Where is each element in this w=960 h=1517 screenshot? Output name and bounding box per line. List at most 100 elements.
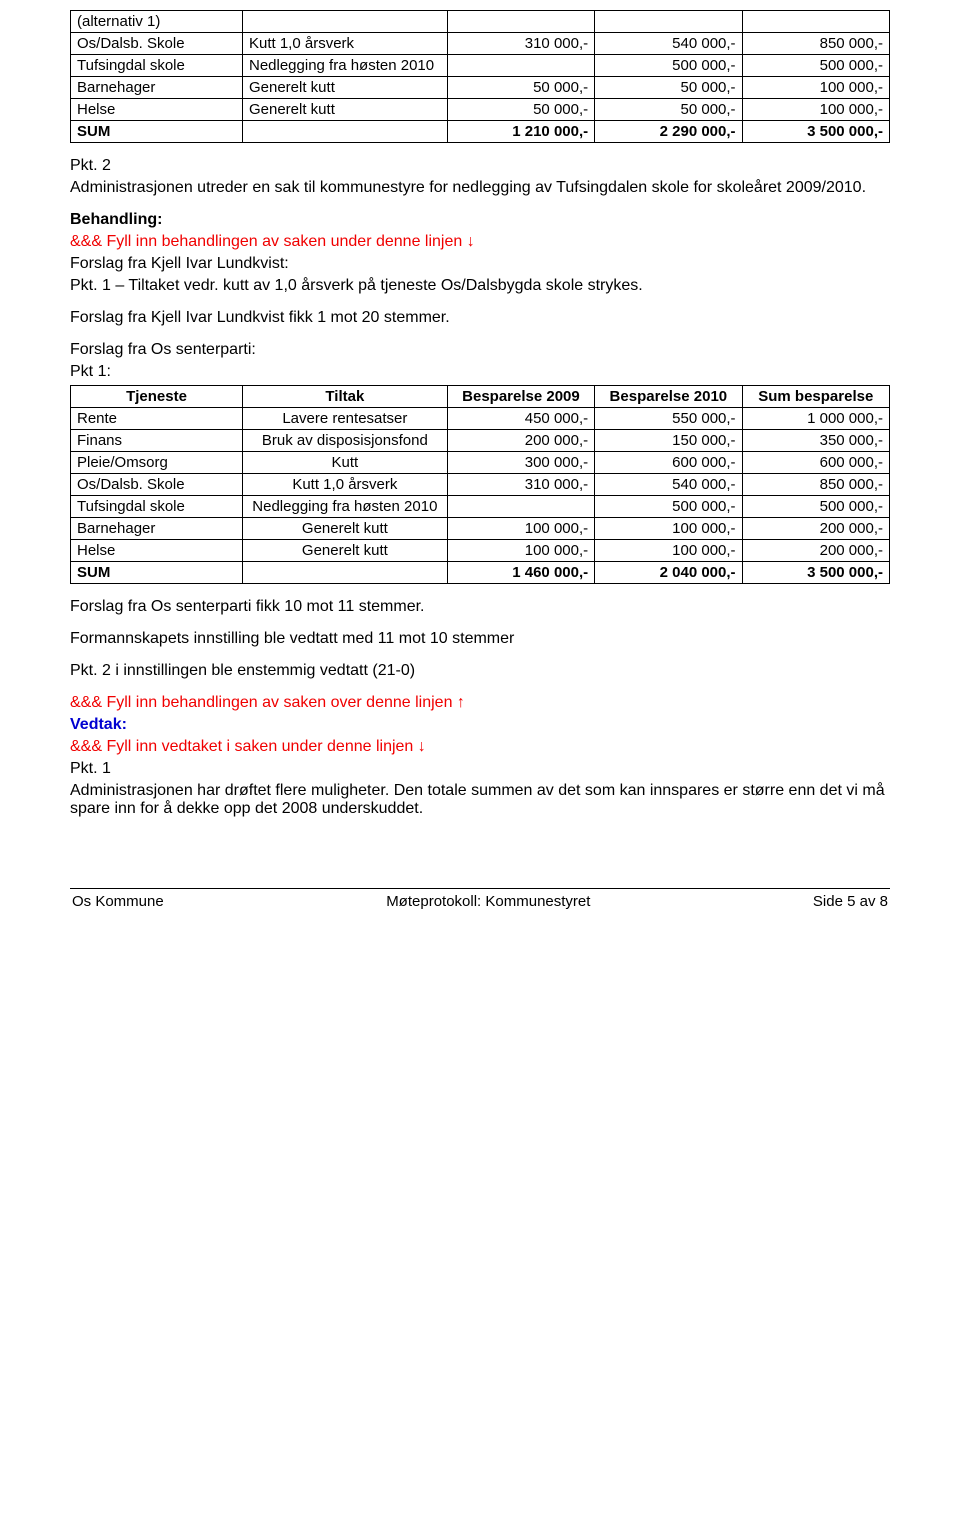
- cell: Helse: [71, 99, 243, 121]
- cell: 550 000,-: [595, 408, 742, 430]
- cell: 1 000 000,-: [742, 408, 889, 430]
- cell: 1 210 000,-: [447, 121, 594, 143]
- cell: [595, 11, 742, 33]
- cell: 100 000,-: [742, 77, 889, 99]
- footer-left: Os Kommune: [72, 893, 164, 910]
- page-footer: Os Kommune Møteprotokoll: Kommunestyret …: [70, 893, 890, 910]
- cell: Kutt 1,0 årsverk: [242, 474, 447, 496]
- cell: 350 000,-: [742, 430, 889, 452]
- cell: 500 000,-: [595, 55, 742, 77]
- cell: SUM: [71, 121, 243, 143]
- cell: Helse: [71, 540, 243, 562]
- cell: 2 290 000,-: [595, 121, 742, 143]
- cell: 500 000,-: [595, 496, 742, 518]
- cell: Tufsingdal skole: [71, 55, 243, 77]
- footer-rule: [70, 888, 890, 889]
- cell: Os/Dalsb. Skole: [71, 33, 243, 55]
- cell: (alternativ 1): [71, 11, 243, 33]
- cell: 540 000,-: [595, 33, 742, 55]
- cell: 100 000,-: [595, 518, 742, 540]
- cell: SUM: [71, 562, 243, 584]
- cell: [742, 11, 889, 33]
- forslag-kjell: Forslag fra Kjell Ivar Lundkvist:: [70, 255, 890, 273]
- cell: Nedlegging fra høsten 2010: [242, 496, 447, 518]
- cell: 1 460 000,-: [447, 562, 594, 584]
- cell: [242, 121, 447, 143]
- cell: 200 000,-: [742, 540, 889, 562]
- cell: 600 000,-: [595, 452, 742, 474]
- cell: Bruk av disposisjonsfond: [242, 430, 447, 452]
- pkt1-label: Pkt 1:: [70, 363, 890, 381]
- table-sum-row: SUM 1 210 000,- 2 290 000,- 3 500 000,-: [71, 121, 890, 143]
- pkt2-heading: Pkt. 2: [70, 157, 890, 175]
- footer-right: Side 5 av 8: [813, 893, 888, 910]
- cell: 150 000,-: [595, 430, 742, 452]
- cell: 50 000,-: [595, 77, 742, 99]
- red-vedtak-under: &&& Fyll inn vedtaket i saken under denn…: [70, 738, 890, 756]
- cell: 500 000,-: [742, 496, 889, 518]
- header-cell: Tjeneste: [71, 386, 243, 408]
- cell: Pleie/Omsorg: [71, 452, 243, 474]
- cell: Generelt kutt: [242, 518, 447, 540]
- behandling-heading: Behandling:: [70, 211, 890, 229]
- table-row: Pleie/Omsorg Kutt 300 000,- 600 000,- 60…: [71, 452, 890, 474]
- table-row: Helse Generelt kutt 100 000,- 100 000,- …: [71, 540, 890, 562]
- pkt2-text: Administrasjonen utreder en sak til komm…: [70, 179, 890, 197]
- cell: 50 000,-: [595, 99, 742, 121]
- cell: 310 000,-: [447, 474, 594, 496]
- table-2: Tjeneste Tiltak Besparelse 2009 Besparel…: [70, 385, 890, 584]
- table-row: Os/Dalsb. Skole Kutt 1,0 årsverk 310 000…: [71, 33, 890, 55]
- cell: Generelt kutt: [242, 77, 447, 99]
- cell: 200 000,-: [447, 430, 594, 452]
- pkt2-result: Pkt. 2 i innstillingen ble enstemmig ved…: [70, 662, 890, 680]
- cell: Barnehager: [71, 518, 243, 540]
- table-row: Barnehager Generelt kutt 100 000,- 100 0…: [71, 518, 890, 540]
- table-header-row: Tjeneste Tiltak Besparelse 2009 Besparel…: [71, 386, 890, 408]
- cell: 500 000,-: [742, 55, 889, 77]
- header-cell: Tiltak: [242, 386, 447, 408]
- footer-center: Møteprotokoll: Kommunestyret: [386, 893, 590, 910]
- cell: Generelt kutt: [242, 99, 447, 121]
- cell: 310 000,-: [447, 33, 594, 55]
- cell: [242, 562, 447, 584]
- cell: 2 040 000,-: [595, 562, 742, 584]
- cell: 200 000,-: [742, 518, 889, 540]
- formannskap-result: Formannskapets innstilling ble vedtatt m…: [70, 630, 890, 648]
- cell: 100 000,-: [742, 99, 889, 121]
- table-row: Barnehager Generelt kutt 50 000,- 50 000…: [71, 77, 890, 99]
- forslag-sp: Forslag fra Os senterparti:: [70, 341, 890, 359]
- cell: [447, 55, 594, 77]
- cell: 3 500 000,-: [742, 121, 889, 143]
- header-cell: Besparelse 2009: [447, 386, 594, 408]
- cell: 100 000,-: [447, 518, 594, 540]
- cell: 50 000,-: [447, 77, 594, 99]
- sp-result: Forslag fra Os senterparti fikk 10 mot 1…: [70, 598, 890, 616]
- red-over: &&& Fyll inn behandlingen av saken over …: [70, 694, 890, 712]
- table-1: (alternativ 1) Os/Dalsb. Skole Kutt 1,0 …: [70, 10, 890, 143]
- cell: 450 000,-: [447, 408, 594, 430]
- cell: [447, 496, 594, 518]
- table-row: Tufsingdal skole Nedlegging fra høsten 2…: [71, 55, 890, 77]
- cell: 600 000,-: [742, 452, 889, 474]
- forslag-kjell-line: Pkt. 1 – Tiltaket vedr. kutt av 1,0 årsv…: [70, 277, 890, 295]
- vedtak-heading: Vedtak:: [70, 716, 890, 734]
- cell: 100 000,-: [447, 540, 594, 562]
- cell: Kutt: [242, 452, 447, 474]
- cell: 850 000,-: [742, 474, 889, 496]
- cell: Kutt 1,0 årsverk: [242, 33, 447, 55]
- cell: 850 000,-: [742, 33, 889, 55]
- cell: Tufsingdal skole: [71, 496, 243, 518]
- kjell-result: Forslag fra Kjell Ivar Lundkvist fikk 1 …: [70, 309, 890, 327]
- pkt1-text-2: Administrasjonen har drøftet flere mulig…: [70, 782, 890, 818]
- cell: Barnehager: [71, 77, 243, 99]
- cell: Os/Dalsb. Skole: [71, 474, 243, 496]
- table-row: (alternativ 1): [71, 11, 890, 33]
- header-cell: Besparelse 2010: [595, 386, 742, 408]
- cell: Nedlegging fra høsten 2010: [242, 55, 447, 77]
- cell: 50 000,-: [447, 99, 594, 121]
- table-row: Tufsingdal skole Nedlegging fra høsten 2…: [71, 496, 890, 518]
- cell: Rente: [71, 408, 243, 430]
- table-sum-row: SUM 1 460 000,- 2 040 000,- 3 500 000,-: [71, 562, 890, 584]
- pkt1-heading-2: Pkt. 1: [70, 760, 890, 778]
- cell: 540 000,-: [595, 474, 742, 496]
